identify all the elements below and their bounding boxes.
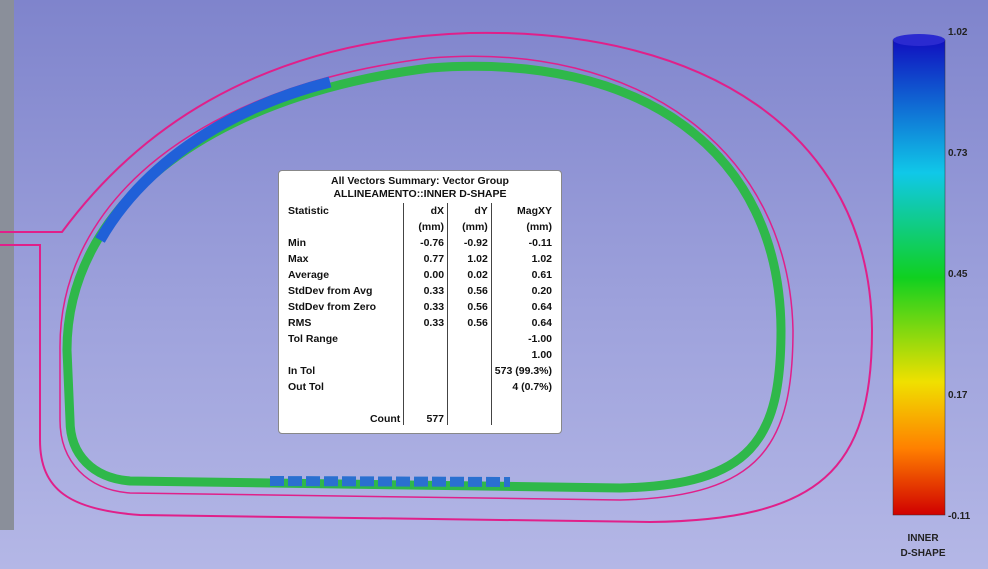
units-row: (mm) (mm) (mm) — [285, 219, 555, 235]
unit-cell: (mm) — [447, 219, 492, 235]
stat-cell: 0.64 — [490, 299, 555, 315]
stat-cell — [403, 347, 448, 363]
stat-cell: Min — [288, 237, 307, 249]
legend-tick-label: -0.11 — [948, 511, 971, 522]
stat-row: Min -0.76 -0.92 -0.11 — [285, 235, 555, 251]
cell — [285, 219, 404, 235]
header-cell: dX — [403, 203, 448, 219]
header-row: Statistic dX dY MagXY — [285, 203, 555, 219]
stat-cell: 0.56 — [447, 315, 492, 331]
stat-row: Count 577 — [285, 395, 555, 425]
legend-tick-label: 0.17 — [948, 390, 968, 401]
stat-cell: 1.02 — [490, 251, 555, 267]
legend-tick-label: 0.45 — [948, 269, 968, 280]
stat-row: In Tol 573 (99.3%) — [285, 363, 555, 379]
stat-cell: -1.00 — [490, 331, 555, 347]
stat-cell: -0.92 — [447, 235, 492, 251]
stat-cell: -0.76 — [403, 235, 448, 251]
stat-cell: 0.02 — [447, 267, 492, 283]
stat-cell: 0.33 — [403, 283, 448, 299]
summary-table: Statistic dX dY MagXY (mm) (mm) (mm) Min -0.76 -0… — [285, 203, 555, 425]
stat-cell: Max — [288, 253, 309, 265]
summary-panel: All Vectors Summary: Vector Group ALLINE… — [278, 170, 562, 434]
stat-cell: 0.77 — [403, 251, 448, 267]
stat-row: Average 0.00 0.02 0.61 — [285, 267, 555, 283]
stat-cell — [403, 379, 448, 395]
stat-cell: Average — [288, 269, 330, 281]
stat-row: Out Tol 4 (0.7%) — [285, 379, 555, 395]
stat-row: 1.00 — [285, 347, 555, 363]
summary-subtitle: ALLINEAMENTO::INNER D-SHAPE — [333, 188, 507, 200]
stat-cell: 0.61 — [490, 267, 555, 283]
unit-cell: (mm) — [403, 219, 448, 235]
stat-cell — [447, 347, 492, 363]
stat-row: RMS 0.33 0.56 0.64 — [285, 315, 555, 331]
stat-row: StdDev from Zero 0.33 0.56 0.64 — [285, 299, 555, 315]
header-cell: Statistic — [288, 205, 329, 217]
color-bar — [892, 39, 946, 516]
header-cell: dY — [447, 203, 492, 219]
stat-row: StdDev from Avg 0.33 0.56 0.20 — [285, 283, 555, 299]
stat-cell — [447, 379, 492, 395]
stat-cell — [447, 395, 492, 425]
stat-cell: 4 (0.7%) — [490, 379, 555, 395]
legend-title: D-SHAPE — [900, 548, 946, 559]
stat-cell: 0.56 — [447, 299, 492, 315]
stat-cell — [285, 347, 404, 363]
legend-title: INNER — [907, 533, 939, 544]
stat-cell: 0.33 — [403, 299, 448, 315]
inner-profile — [59, 55, 794, 501]
stat-cell: 1.02 — [447, 251, 492, 267]
stat-cell: StdDev from Zero — [288, 301, 377, 313]
stat-row: Tol Range -1.00 — [285, 331, 555, 347]
stat-cell: 573 (99.3%) — [490, 363, 555, 379]
stat-cell: 1.00 — [490, 347, 555, 363]
stat-cell — [403, 331, 448, 347]
stat-cell — [403, 363, 448, 379]
stat-cell: RMS — [288, 317, 312, 329]
stat-cell: -0.11 — [490, 235, 555, 251]
stat-cell: 0.64 — [490, 315, 555, 331]
stat-cell: In Tol — [288, 365, 316, 377]
legend-tick-label: 0.73 — [948, 148, 968, 159]
unit-cell: (mm) — [490, 219, 555, 235]
stat-cell — [447, 331, 492, 347]
stat-cell: Out Tol — [288, 381, 324, 393]
stat-cell: 577 — [403, 395, 448, 425]
stat-cell: StdDev from Avg — [288, 285, 373, 297]
stat-cell: Tol Range — [288, 333, 338, 345]
stat-cell: 0.20 — [490, 283, 555, 299]
vector-band-high — [269, 476, 511, 487]
outer-profile — [0, 31, 874, 524]
header-cell: MagXY — [490, 203, 555, 219]
stat-cell: 0.33 — [403, 315, 448, 331]
stat-row: Max 0.77 1.02 1.02 — [285, 251, 555, 267]
color-bar-top — [893, 34, 945, 46]
legend-tick-label: 1.02 — [948, 27, 968, 38]
vector-band-high — [95, 76, 332, 243]
stat-cell: 0.00 — [403, 267, 448, 283]
summary-title: All Vectors Summary: Vector Group — [331, 175, 509, 187]
stat-cell: Count — [369, 413, 401, 425]
stat-cell: 0.56 — [447, 283, 492, 299]
stat-cell — [490, 395, 555, 425]
stat-cell — [447, 363, 492, 379]
side-image — [0, 0, 14, 530]
